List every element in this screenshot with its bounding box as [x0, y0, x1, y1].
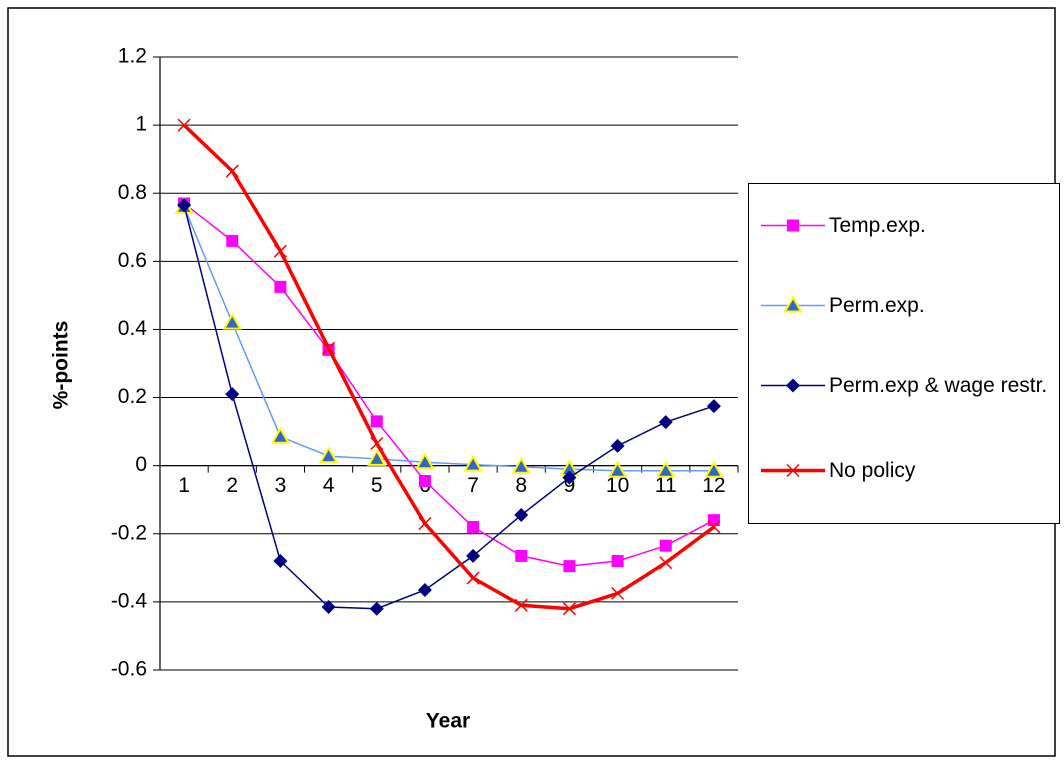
x-tick-label: 1	[178, 474, 190, 497]
marker	[367, 448, 387, 466]
x-tick-label: 10	[606, 474, 629, 497]
marker	[611, 586, 625, 600]
x-tick-label: 4	[323, 474, 335, 497]
marker	[273, 554, 288, 569]
y-tick-label: 0.4	[118, 317, 148, 340]
legend-label: No policy	[829, 459, 916, 482]
marker	[562, 602, 576, 616]
legend-swatch	[761, 219, 825, 232]
legend: Temp.exp. Perm.exp. Perm.exp & wage restr.…	[748, 183, 1060, 524]
marker	[514, 508, 529, 523]
legend-label: Temp.exp.	[829, 214, 926, 237]
marker	[704, 460, 724, 478]
x-tick-label: 2	[226, 474, 238, 497]
marker	[225, 387, 240, 402]
legend-label: Perm.exp & wage restr.	[829, 374, 1048, 397]
marker	[611, 555, 624, 568]
legend-marker	[787, 219, 799, 232]
legend-swatch	[761, 463, 825, 478]
y-tick-label: 0.6	[118, 249, 147, 272]
legend-marker	[783, 295, 803, 313]
x-tick-label: 5	[371, 474, 383, 497]
marker	[226, 234, 239, 247]
marker	[563, 560, 576, 573]
x-tick-label: 12	[702, 474, 725, 497]
marker	[515, 549, 528, 562]
marker	[177, 198, 192, 213]
marker	[707, 520, 721, 534]
marker	[270, 426, 291, 444]
x-tick-label: 11	[655, 474, 677, 497]
marker	[659, 556, 673, 570]
series-line	[183, 206, 714, 472]
x-axis-label: Year	[426, 710, 470, 733]
marker	[222, 312, 242, 330]
marker	[514, 598, 528, 612]
marker	[610, 438, 625, 453]
marker	[656, 460, 676, 478]
marker	[562, 470, 577, 485]
x-tick-label: 3	[275, 474, 287, 497]
marker	[707, 514, 720, 527]
legend-marker	[786, 463, 800, 478]
x-tick-label: 9	[564, 474, 576, 497]
marker	[466, 548, 481, 563]
marker	[273, 244, 287, 258]
marker	[321, 599, 336, 614]
marker	[177, 118, 191, 132]
marker	[370, 437, 384, 451]
y-tick-label: 0.2	[118, 385, 147, 408]
marker	[658, 415, 673, 430]
marker	[415, 452, 435, 470]
marker	[225, 164, 239, 178]
marker	[467, 520, 480, 533]
y-tick-label: -0.4	[111, 589, 148, 612]
marker	[318, 446, 339, 464]
marker	[369, 601, 384, 616]
legend-item: Perm.exp & wage restr.	[757, 370, 1064, 401]
y-axis-label: %-points	[50, 321, 73, 410]
legend-item: Perm.exp.	[757, 290, 1064, 321]
y-tick-label: 0.8	[118, 181, 147, 204]
x-tick-label: 8	[515, 474, 527, 497]
marker	[274, 280, 287, 293]
marker	[418, 517, 432, 531]
y-tick-label: 1	[135, 113, 147, 136]
marker	[511, 456, 531, 474]
y-tick-label: 1.2	[118, 45, 147, 68]
y-tick-label: 0	[135, 453, 147, 476]
legend-swatch	[761, 295, 825, 313]
x-tick-label: 7	[467, 474, 479, 497]
legend-item: Temp.exp.	[757, 210, 1064, 241]
marker	[463, 454, 483, 472]
series-line	[183, 204, 715, 610]
marker	[370, 415, 383, 428]
marker	[659, 539, 672, 552]
marker	[418, 474, 431, 487]
legend-item: No policy	[757, 455, 1064, 486]
y-tick-label: -0.6	[111, 658, 147, 681]
marker	[607, 460, 628, 478]
marker	[466, 571, 480, 585]
marker	[706, 399, 721, 414]
y-tick-label: -0.2	[111, 521, 147, 544]
series-line	[183, 202, 715, 567]
marker	[417, 582, 432, 597]
legend-label: Perm.exp.	[829, 294, 925, 317]
marker	[322, 341, 336, 355]
series-line	[182, 123, 715, 611]
legend-marker	[786, 378, 800, 393]
legend-swatch	[761, 378, 825, 393]
